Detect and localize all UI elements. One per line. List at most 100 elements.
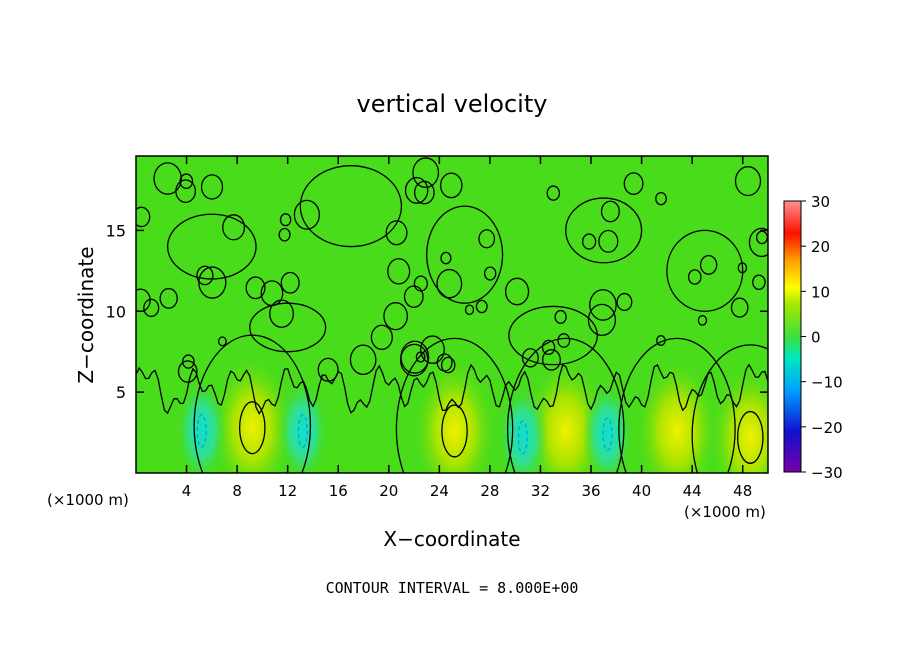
contour-small-eddy (504, 277, 530, 306)
plot-frame (135, 155, 769, 474)
contour-small-eddy (419, 335, 445, 364)
colorbar-tick-label: 10 (811, 283, 830, 301)
contour-small-eddy (623, 172, 644, 195)
contour-small-eddy (196, 265, 214, 286)
x-axis: 4 8 12 16 20 24 28 32 36 40 44 48 (182, 156, 752, 500)
x-axis-label: X−coordinate (383, 527, 520, 551)
contour-small-eddy (748, 227, 768, 258)
y-tick-label: 15 (106, 221, 126, 240)
contour-small-eddy (198, 266, 227, 299)
contour-small-eddy (598, 229, 619, 253)
y-axis-label: Z−coordinate (74, 246, 98, 383)
x-tick-label: 44 (683, 482, 702, 500)
contour-small-eddy (436, 268, 463, 299)
contour-downdraft-core (196, 414, 207, 448)
chart-title: vertical velocity (357, 90, 548, 118)
colorbar-tick-label: −20 (811, 419, 843, 437)
contour-small-eddy (440, 251, 452, 265)
contour-zero-updraft (395, 337, 514, 473)
contour-small-eddy (752, 274, 766, 290)
x-tick-label: 24 (430, 482, 449, 500)
contour-downdraft-core (602, 417, 613, 452)
contour-small-eddy (245, 276, 266, 300)
contour-small-eddy (159, 287, 178, 309)
contour-interval-note: CONTOUR INTERVAL = 8.000E+00 (326, 579, 579, 597)
contour-small-eddy (280, 271, 300, 294)
contour-small-eddy (483, 266, 497, 281)
contour-small-eddy (656, 335, 666, 346)
x-tick-label: 32 (531, 482, 550, 500)
contour-small-eddy (546, 185, 561, 201)
velocity-cores (176, 353, 768, 473)
y-tick-label: 10 (106, 302, 126, 321)
colorbar-tick-label: 0 (811, 329, 821, 347)
contour-small-eddy (269, 299, 294, 328)
contour-small-eddy (589, 289, 617, 321)
updraft-shading (411, 356, 498, 473)
x-tick-label: 12 (278, 482, 297, 500)
x-tick-label: 20 (379, 482, 398, 500)
x-tick-label: 16 (329, 482, 348, 500)
contour-small-eddy (478, 229, 496, 249)
contour-downdraft-core (297, 414, 308, 448)
contour-small-eddy (317, 357, 339, 382)
contour-small-eddy (387, 258, 411, 285)
contour-boundary-layer-top (136, 363, 768, 415)
contour-zero-updraft (506, 337, 625, 473)
x-tick-label: 28 (480, 482, 499, 500)
contour-small-eddy (464, 304, 475, 316)
colorbar-ticks: 30 20 10 0 −10 −20 −30 (801, 193, 843, 482)
contour-small-eddy (616, 292, 633, 312)
contour-updraft-core (238, 401, 266, 455)
contour-upper-region (249, 302, 327, 353)
contour-upper-region (299, 165, 403, 248)
downdraft-shading (277, 379, 329, 473)
contour-small-eddy (697, 315, 708, 326)
contour-small-eddy (734, 166, 762, 197)
contour-updraft-core (737, 410, 764, 464)
contour-small-eddy (542, 349, 561, 371)
contour-small-eddy (177, 360, 198, 383)
contour-small-eddy (554, 309, 567, 324)
contour-lines (136, 157, 768, 473)
contour-small-eddy (179, 173, 194, 190)
contour-small-eddy (200, 174, 224, 200)
contour-upper-region (666, 229, 744, 312)
contour-upper-region (565, 197, 643, 264)
contour-small-eddy (278, 227, 291, 242)
contour-upper-region (166, 213, 257, 280)
plot-area (136, 156, 768, 473)
contour-upper-region (508, 305, 599, 366)
colorbar-tick-label: −10 (811, 374, 843, 392)
contour-upper-region (426, 205, 504, 304)
downdraft-shading (176, 379, 228, 473)
contour-small-eddy (699, 254, 718, 275)
contour-small-eddy (581, 233, 597, 250)
contour-small-eddy (370, 324, 393, 350)
updraft-shading (209, 353, 296, 473)
x-tick-label: 48 (733, 482, 752, 500)
contour-small-eddy (439, 172, 463, 199)
contour-small-eddy (440, 356, 456, 374)
x-tick-label: 4 (182, 482, 192, 500)
y-tick-label: 5 (116, 383, 126, 402)
contour-small-eddy (399, 343, 429, 377)
contour-small-eddy (293, 199, 320, 230)
contour-small-eddy (730, 297, 749, 318)
contour-small-eddy (521, 348, 539, 368)
contour-small-eddy (655, 191, 667, 206)
contour-small-eddy (217, 336, 227, 347)
y-axis: 5 10 15 (106, 221, 768, 402)
contour-small-eddy (385, 220, 408, 246)
updraft-shading (634, 356, 720, 473)
contour-small-eddy (404, 177, 429, 204)
x-tick-label: 8 (232, 482, 242, 500)
contour-small-eddy (557, 333, 571, 348)
updraft-shading (707, 363, 768, 473)
contour-small-eddy (182, 354, 195, 369)
colorbar (783, 200, 802, 473)
contour-updraft-core (441, 404, 468, 458)
x-tick-label: 36 (581, 482, 600, 500)
contour-small-eddy (383, 302, 408, 331)
